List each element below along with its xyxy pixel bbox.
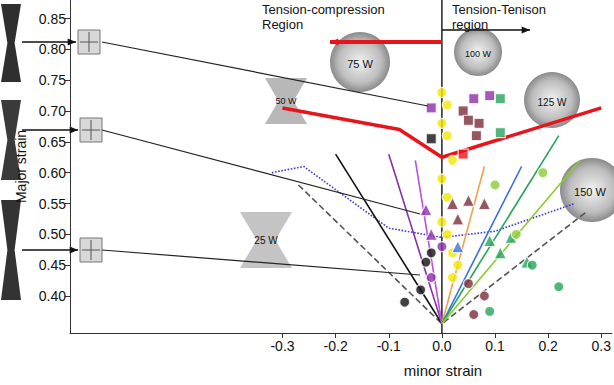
- svg-text:0.2: 0.2: [538, 338, 558, 354]
- svg-text:125 W: 125 W: [538, 97, 567, 108]
- svg-text:0.55: 0.55: [39, 196, 66, 212]
- svg-text:minor strain: minor strain: [404, 362, 482, 379]
- svg-text:Tension-compression: Tension-compression: [262, 2, 388, 17]
- svg-text:-0.1: -0.1: [377, 338, 401, 354]
- svg-text:0.3: 0.3: [592, 338, 612, 354]
- svg-text:0.50: 0.50: [39, 226, 66, 242]
- svg-text:-0.3: -0.3: [270, 338, 294, 354]
- svg-text:Tension-Tenison: Tension-Tenison: [452, 2, 550, 17]
- svg-text:25 W: 25 W: [254, 235, 278, 246]
- svg-text:-0.2: -0.2: [324, 338, 348, 354]
- svg-text:Major strain: Major strain: [13, 130, 29, 203]
- svg-text:Region: Region: [262, 17, 303, 32]
- svg-text:0.80: 0.80: [39, 41, 66, 57]
- svg-text:0.40: 0.40: [39, 288, 66, 304]
- svg-text:0.45: 0.45: [39, 257, 66, 273]
- svg-text:50 W: 50 W: [275, 96, 297, 106]
- svg-text:0.1: 0.1: [485, 338, 505, 354]
- svg-text:75 W: 75 W: [347, 58, 373, 70]
- svg-text:region: region: [452, 17, 488, 32]
- svg-text:0.65: 0.65: [39, 134, 66, 150]
- svg-text:0.85: 0.85: [39, 11, 66, 27]
- svg-text:0.75: 0.75: [39, 72, 66, 88]
- svg-text:100 W: 100 W: [465, 49, 492, 59]
- svg-text:150 W: 150 W: [574, 186, 606, 198]
- svg-text:0.70: 0.70: [39, 103, 66, 119]
- svg-text:0.0: 0.0: [432, 338, 452, 354]
- svg-text:0.60: 0.60: [39, 165, 66, 181]
